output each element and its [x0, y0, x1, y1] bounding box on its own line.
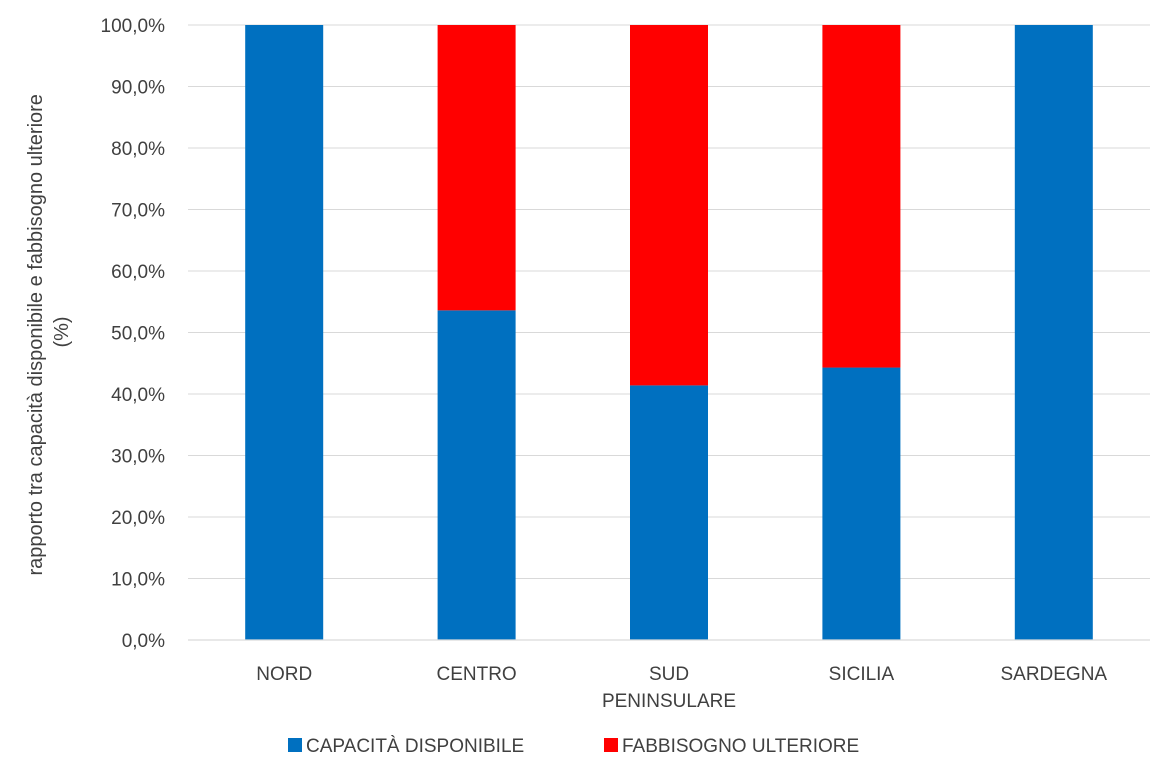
- y-tick-label: 100,0%: [101, 16, 166, 37]
- bar-segment-capacita-disponibile: [630, 385, 708, 640]
- y-tick-label: 50,0%: [111, 324, 165, 345]
- y-tick-label: 20,0%: [111, 508, 165, 529]
- x-category-label: SICILIA: [829, 664, 895, 685]
- y-tick-label: 80,0%: [111, 139, 165, 160]
- x-category-label-line: SUD: [649, 664, 689, 685]
- y-tick-label: 70,0%: [111, 201, 165, 222]
- x-category-label: CENTRO: [436, 664, 516, 685]
- bar-segment-capacita-disponibile: [1014, 25, 1093, 640]
- y-tick-label: 30,0%: [111, 447, 165, 468]
- y-tick-label: 10,0%: [111, 570, 165, 591]
- x-category-label-line: SARDEGNA: [1000, 664, 1107, 685]
- x-category-label-line: PENINSULARE: [602, 691, 736, 712]
- y-tick-label: 90,0%: [111, 78, 165, 99]
- y-axis-tick-labels: 0,0% 10,0% 20,0% 30,0% 40,0% 50,0% 60,0% 70,0% 8…: [101, 16, 166, 652]
- x-axis-category-labels: NORD CENTRO SUD PENINSULARE SICILIA SARDEGNA: [256, 664, 1107, 712]
- y-axis-label-line-1: rapporto tra capacità disponibile e fabb…: [25, 94, 47, 575]
- bar-segment-capacita-disponibile: [245, 25, 324, 640]
- y-axis-label: rapporto tra capacità disponibile e fabb…: [25, 89, 73, 576]
- x-category-label: SUD PENINSULARE: [602, 664, 736, 712]
- bar-segment-fabbisogno-ulteriore: [437, 25, 516, 311]
- bar-segment-capacita-disponibile: [822, 367, 901, 640]
- legend-swatch-fabbisogno-ulteriore: [604, 738, 618, 752]
- y-axis-label-line-2: (%): [51, 316, 73, 347]
- bar-segment-fabbisogno-ulteriore: [630, 25, 708, 386]
- legend: CAPACITÀ DISPONIBILE FABBISOGNO ULTERIOR…: [288, 736, 859, 757]
- bar-segment-fabbisogno-ulteriore: [822, 25, 901, 368]
- x-category-label-line: CENTRO: [436, 664, 516, 685]
- legend-swatch-capacita-disponibile: [288, 738, 302, 752]
- x-category-label-line: NORD: [256, 664, 312, 685]
- bar-segment-capacita-disponibile: [437, 310, 516, 640]
- x-category-label: SARDEGNA: [1000, 664, 1107, 685]
- legend-label-capacita-disponibile: CAPACITÀ DISPONIBILE: [306, 736, 524, 757]
- y-tick-label: 60,0%: [111, 262, 165, 283]
- x-category-label-line: SICILIA: [829, 664, 895, 685]
- y-tick-label: 40,0%: [111, 385, 165, 406]
- legend-label-fabbisogno-ulteriore: FABBISOGNO ULTERIORE: [622, 736, 859, 757]
- x-category-label: NORD: [256, 664, 312, 685]
- y-tick-label: 0,0%: [122, 631, 165, 652]
- bars: [245, 25, 1093, 640]
